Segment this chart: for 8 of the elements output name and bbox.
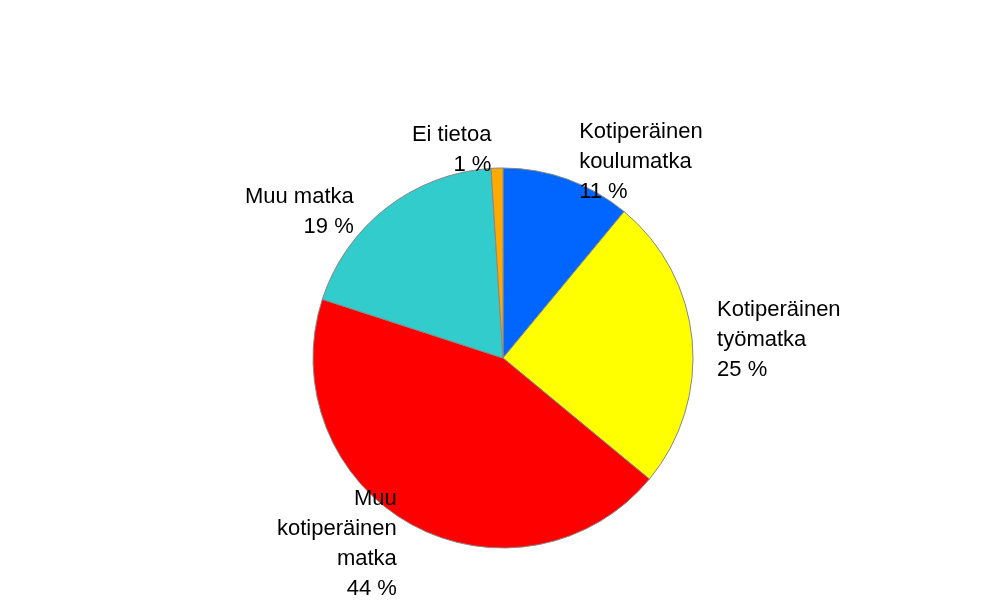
slice-label: Kotiperäinen koulumatka bbox=[579, 117, 703, 173]
slice-label: Kotiperäinen työmatka bbox=[717, 295, 841, 351]
data-label: 19 % bbox=[303, 212, 354, 238]
data-label: 1 % bbox=[453, 150, 492, 176]
slice-label: Ei tietoa bbox=[411, 120, 493, 146]
data-label: 25 % bbox=[717, 355, 768, 381]
data-label: 44 % bbox=[346, 574, 397, 600]
slice-label: Muu matka bbox=[244, 182, 355, 208]
